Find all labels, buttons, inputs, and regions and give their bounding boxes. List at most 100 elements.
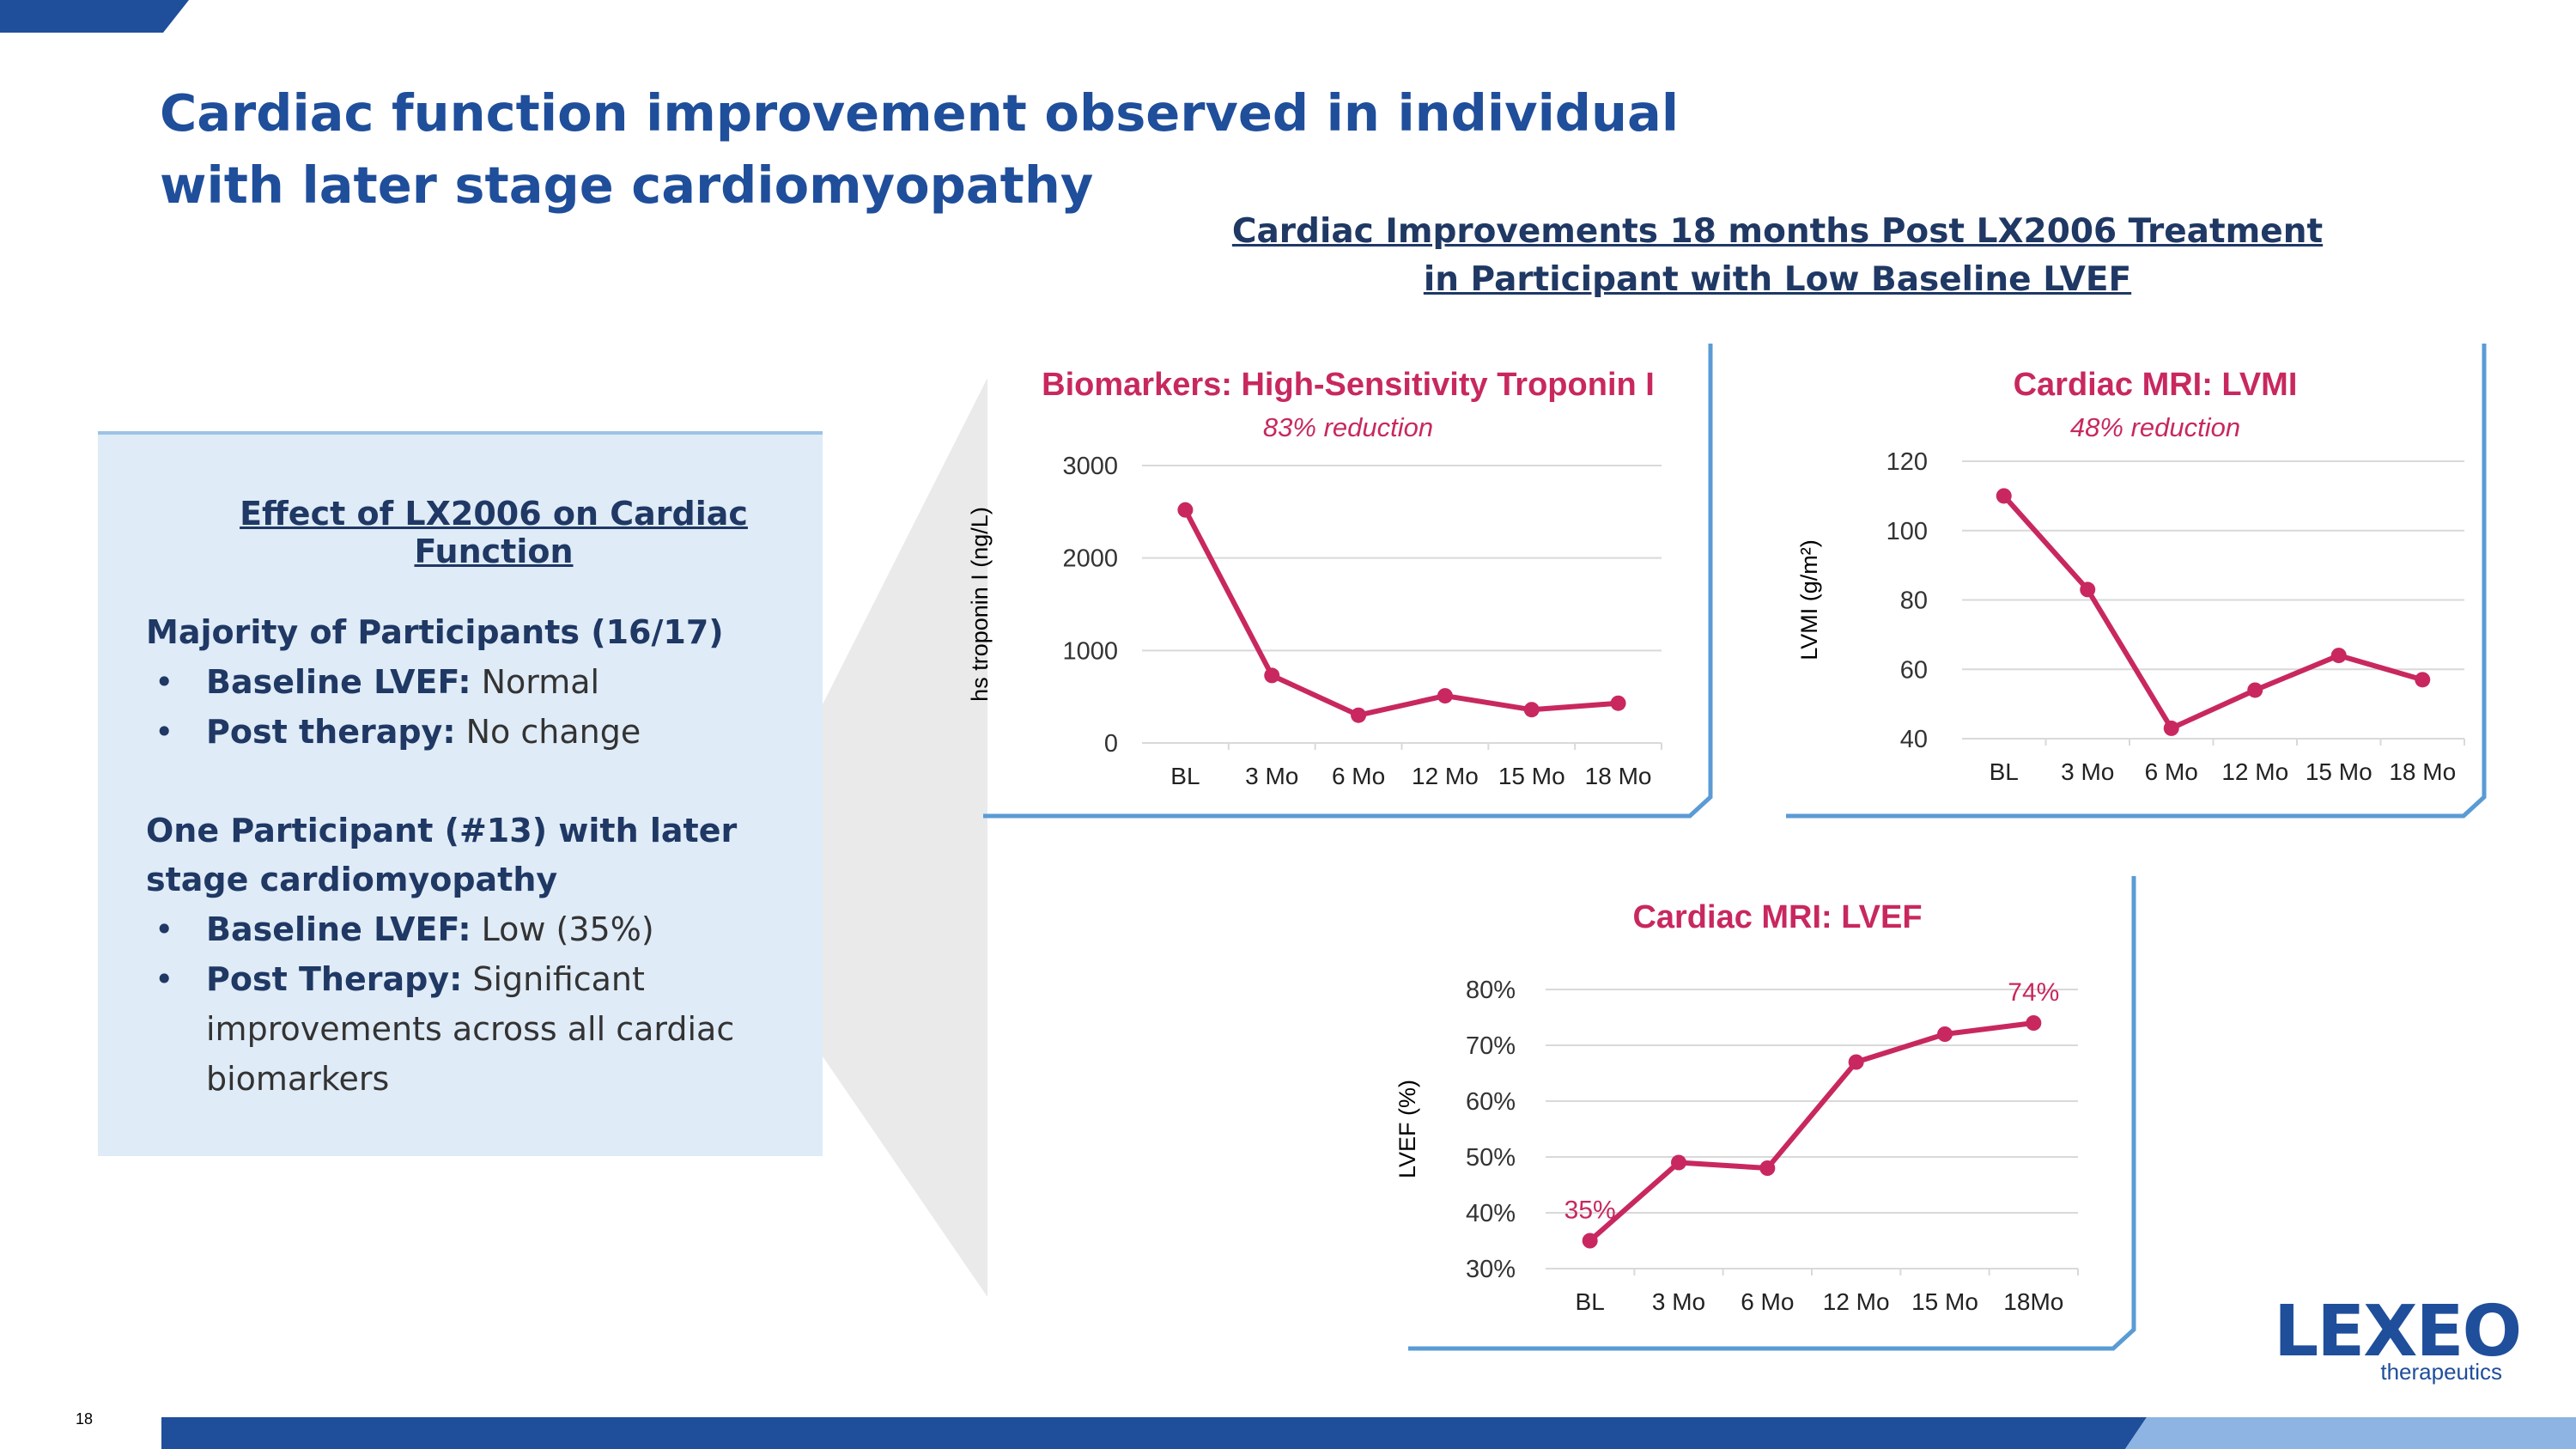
bullet-value: Significant improvements across all card…	[206, 960, 735, 1098]
list-item: • Baseline LVEF: Normal	[146, 657, 816, 707]
data-point	[2026, 1015, 2042, 1031]
bullet-icon: •	[155, 910, 174, 948]
series-line	[2002, 494, 2424, 731]
y-tick-label: 50%	[1466, 1144, 1516, 1172]
chart-title: Cardiac MRI: LVMI	[2014, 367, 2298, 403]
group2-title: One Participant (#13) with later stage c…	[146, 812, 738, 898]
chart-subtitle: 48% reduction	[2070, 412, 2240, 442]
summary-panel: Effect of LX2006 on Cardiac Function Maj…	[98, 431, 823, 1156]
y-tick-label: 60	[1900, 656, 1928, 684]
x-tick-label: 15 Mo	[1498, 763, 1565, 789]
slide-title: Cardiac function improvement observed in…	[160, 83, 1680, 215]
group1-title: Majority of Participants (16/17)	[146, 613, 724, 651]
y-tick-label: 80	[1900, 588, 1928, 615]
lvef-frame	[1408, 876, 2136, 1351]
x-tick-label: 15 Mo	[1911, 1288, 1978, 1315]
y-tick-label: 0	[1104, 730, 1118, 758]
data-label: 35%	[1564, 1196, 1616, 1225]
lvmi-chart: Cardiac MRI: LVMI 48% reduction LVMI (g/m²…	[1796, 367, 2465, 785]
data-point	[1177, 502, 1194, 518]
bullet-label: Post Therapy:	[206, 960, 463, 998]
x-tick-label: BL	[1576, 1288, 1605, 1315]
y-tick-label: 40%	[1466, 1200, 1516, 1227]
x-tick-label: 18Mo	[2003, 1288, 2063, 1315]
chart-title: Biomarkers: High-Sensitivity Troponin I	[1042, 367, 1655, 403]
bullet-icon: •	[155, 960, 174, 998]
y-tick-label: 40	[1900, 726, 1928, 753]
chart-section-title-line1: Cardiac Improvements 18 months Post LX20…	[1231, 212, 2324, 251]
top-corner-band	[0, 0, 189, 33]
bullet-value: Low (35%)	[481, 910, 654, 948]
y-tick-label: 70%	[1466, 1032, 1516, 1060]
data-point	[1437, 688, 1453, 704]
data-point	[1759, 1160, 1776, 1176]
page-number: 18	[76, 1410, 94, 1428]
bullet-label: Baseline LVEF:	[206, 910, 471, 948]
troponin-chart: Biomarkers: High-Sensitivity Troponin I 8…	[967, 367, 1662, 789]
x-tick-label: 18 Mo	[1585, 763, 1652, 789]
y-tick-label: 1000	[1062, 637, 1118, 665]
bullet-icon: •	[155, 663, 174, 701]
data-label: 74%	[2008, 978, 2059, 1007]
list-item: • Post Therapy: Significant improvements…	[146, 954, 816, 1104]
data-point	[1264, 667, 1280, 684]
data-point	[2247, 682, 2263, 698]
data-point	[1996, 488, 2012, 504]
bullet-value: Normal	[481, 663, 600, 701]
bullet-label: Post therapy:	[206, 713, 456, 751]
y-tick-label: 60%	[1466, 1088, 1516, 1116]
x-tick-label: 6 Mo	[1332, 763, 1385, 789]
troponin-frame	[983, 344, 1713, 819]
x-tick-label: BL	[1170, 763, 1200, 789]
lexeo-logo: LEXEO therapeutics	[2274, 1291, 2522, 1385]
x-tick-label: 12 Mo	[2221, 758, 2288, 785]
data-point	[1848, 1054, 1864, 1070]
y-tick-label: 100	[1886, 518, 1928, 545]
lvef-chart: Cardiac MRI: LVEF LVEF (%) 30% 40% 50% 60% 70%…	[1394, 899, 2079, 1315]
x-tick-label: 12 Mo	[1412, 763, 1479, 789]
chart-subtitle: 83% reduction	[1263, 412, 1433, 442]
summary-panel-content: Effect of LX2006 on Cardiac Function Maj…	[146, 495, 816, 1104]
data-point	[1351, 707, 1367, 723]
x-tick-label: 12 Mo	[1823, 1288, 1890, 1315]
data-point	[2330, 648, 2347, 664]
x-tick-label: 6 Mo	[2145, 758, 2198, 785]
chart-section-title-line2: in Participant with Low Baseline LVEF	[1423, 260, 2132, 299]
logo-wordmark: LEXEO	[2274, 1291, 2522, 1373]
footer-band	[161, 1417, 2147, 1449]
x-tick-label: 3 Mo	[2061, 758, 2114, 785]
x-tick-label: 6 Mo	[1741, 1288, 1794, 1315]
data-point	[1671, 1154, 1686, 1171]
x-tick-label: 15 Mo	[2306, 758, 2372, 785]
data-point	[1523, 702, 1540, 718]
series-line	[1588, 1020, 2034, 1243]
series-line	[1182, 508, 1619, 718]
list-item: • Baseline LVEF: Low (35%)	[146, 904, 816, 954]
y-tick-label: 120	[1886, 448, 1928, 476]
y-tick-label: 30%	[1466, 1256, 1516, 1283]
chart-section-title: Cardiac Improvements 18 months Post LX20…	[1185, 208, 2370, 304]
data-point	[2080, 581, 2096, 598]
x-tick-label: 3 Mo	[1652, 1288, 1705, 1315]
bullet-icon: •	[155, 713, 174, 751]
bullet-label: Baseline LVEF:	[206, 663, 471, 701]
y-tick-label: 2000	[1062, 545, 1118, 573]
callout-wedge	[823, 378, 987, 1297]
data-point	[1582, 1233, 1598, 1249]
y-tick-label: 80%	[1466, 977, 1516, 1004]
x-tick-label: 18 Mo	[2389, 758, 2456, 785]
bullet-value: No change	[465, 713, 641, 751]
chart-title: Cardiac MRI: LVEF	[1632, 899, 1922, 935]
logo-subtext: therapeutics	[2380, 1359, 2502, 1385]
data-point	[2163, 720, 2179, 736]
y-axis-label: LVMI (g/m²)	[1796, 539, 1822, 661]
y-tick-label: 3000	[1062, 453, 1118, 480]
x-tick-label: 3 Mo	[1245, 763, 1298, 789]
list-item: • Post therapy: No change	[146, 707, 816, 757]
y-axis-label: LVEF (%)	[1394, 1080, 1420, 1178]
y-axis-label: hs troponin I (ng/L)	[967, 507, 993, 702]
data-point	[1610, 695, 1626, 711]
footer-band-accent	[2125, 1417, 2576, 1449]
